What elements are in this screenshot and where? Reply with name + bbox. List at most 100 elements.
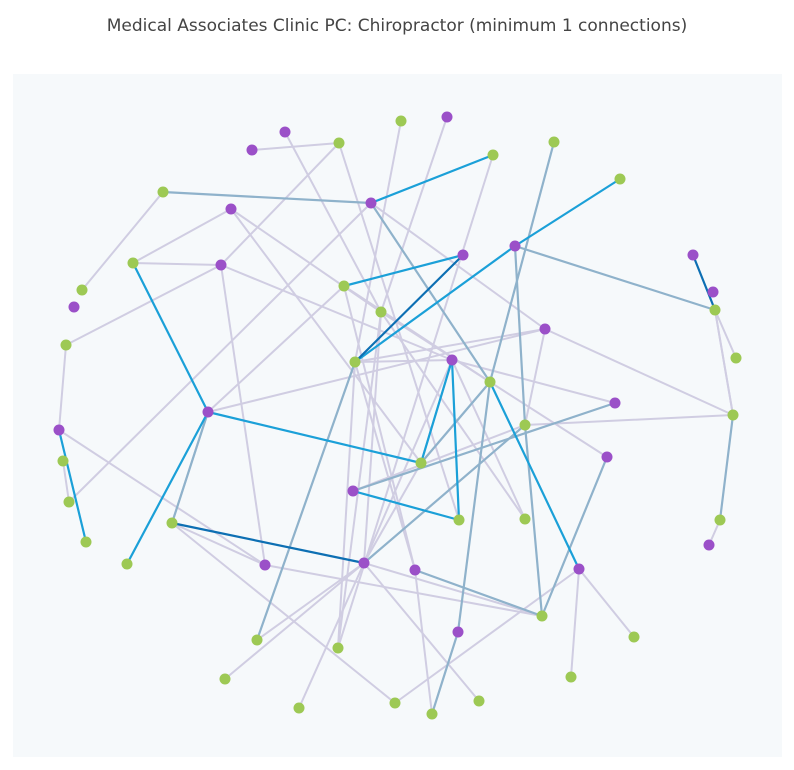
node-green[interactable] [614, 173, 626, 185]
node-purple[interactable] [53, 424, 65, 436]
node-purple[interactable] [452, 626, 464, 638]
node-purple[interactable] [573, 563, 585, 575]
node-green[interactable] [714, 514, 726, 526]
edge-medium [513, 244, 527, 427]
node-purple[interactable] [687, 249, 699, 261]
node-green[interactable] [293, 702, 305, 714]
edge-weak [62, 460, 70, 503]
edge-medium [161, 190, 373, 205]
edge-medium [430, 630, 460, 716]
node-green[interactable] [628, 631, 640, 643]
edge-weak [171, 522, 266, 566]
edge-medium [413, 568, 544, 618]
node-green[interactable] [395, 115, 407, 127]
node-green[interactable] [157, 186, 169, 198]
edge-medium [170, 410, 210, 525]
edge-weak [354, 120, 402, 363]
node-green[interactable] [536, 610, 548, 622]
edge-weak [337, 361, 356, 649]
node-green[interactable] [565, 671, 577, 683]
node-green[interactable] [415, 457, 427, 469]
edge-strong [488, 380, 581, 571]
edge-weak [171, 522, 396, 704]
node-green[interactable] [333, 137, 345, 149]
node-green[interactable] [63, 496, 75, 508]
node-green[interactable] [76, 284, 88, 296]
node-green[interactable] [338, 280, 350, 292]
edge-strong [351, 489, 461, 522]
edge-strong [450, 358, 461, 522]
edge-strongest [353, 253, 465, 364]
node-green[interactable] [473, 695, 485, 707]
node-purple[interactable] [279, 126, 291, 138]
node-green[interactable] [332, 642, 344, 654]
edge-weak [380, 116, 448, 313]
network-graph [13, 74, 782, 757]
edge-weak [132, 208, 232, 264]
node-green[interactable] [548, 136, 560, 148]
node-green[interactable] [519, 513, 531, 525]
edge-weak [394, 568, 580, 704]
edge-medium [456, 380, 492, 634]
node-purple[interactable] [601, 451, 613, 463]
node-green[interactable] [80, 536, 92, 548]
edge-weak [380, 311, 491, 383]
node-green[interactable] [484, 376, 496, 388]
node-green[interactable] [487, 149, 499, 161]
edge-weak [354, 328, 546, 363]
edge-weak [251, 142, 340, 151]
node-purple[interactable] [202, 406, 214, 418]
node-green[interactable] [127, 257, 139, 269]
node-purple[interactable] [365, 197, 377, 209]
node-green[interactable] [219, 673, 231, 685]
node-purple[interactable] [609, 397, 621, 409]
node-purple[interactable] [225, 203, 237, 215]
node-green[interactable] [519, 419, 531, 431]
node-purple[interactable] [409, 564, 421, 576]
network-plot[interactable] [13, 74, 782, 757]
node-purple[interactable] [539, 323, 551, 335]
edge-strong [125, 410, 210, 566]
node-green[interactable] [709, 304, 721, 316]
node-purple[interactable] [441, 111, 453, 123]
node-green[interactable] [121, 558, 133, 570]
node-green[interactable] [60, 339, 72, 351]
node-purple[interactable] [358, 557, 370, 569]
node-purple[interactable] [446, 354, 458, 366]
edge-weak [81, 191, 164, 291]
edge-medium [718, 413, 735, 522]
node-green[interactable] [426, 708, 438, 720]
node-green[interactable] [453, 514, 465, 526]
node-green[interactable] [375, 306, 387, 318]
edge-weak [230, 208, 422, 464]
edge-weak [58, 344, 67, 431]
edges-layer [57, 116, 737, 716]
node-green[interactable] [730, 352, 742, 364]
node-purple[interactable] [457, 249, 469, 261]
node-purple[interactable] [215, 259, 227, 271]
node-green[interactable] [727, 409, 739, 421]
edge-strong [131, 261, 210, 414]
node-purple[interactable] [347, 485, 359, 497]
node-purple[interactable] [259, 559, 271, 571]
node-purple[interactable] [703, 539, 715, 551]
node-green[interactable] [251, 634, 263, 646]
edge-weak [256, 562, 365, 641]
node-green[interactable] [166, 517, 178, 529]
edge-weak [343, 285, 416, 571]
edge-weak [132, 262, 222, 266]
node-green[interactable] [349, 356, 361, 368]
edge-medium [540, 455, 609, 618]
chart-title: Medical Associates Clinic PC: Chiropract… [106, 16, 688, 36]
edge-weak [354, 361, 416, 571]
node-purple[interactable] [509, 240, 521, 252]
node-purple[interactable] [707, 286, 719, 298]
edge-weak [489, 381, 608, 458]
node-green[interactable] [389, 697, 401, 709]
edge-weak [414, 569, 433, 715]
edge-weak [65, 264, 222, 346]
nodes-layer [53, 111, 742, 720]
node-purple[interactable] [68, 301, 80, 313]
node-green[interactable] [57, 455, 69, 467]
node-purple[interactable] [246, 144, 258, 156]
